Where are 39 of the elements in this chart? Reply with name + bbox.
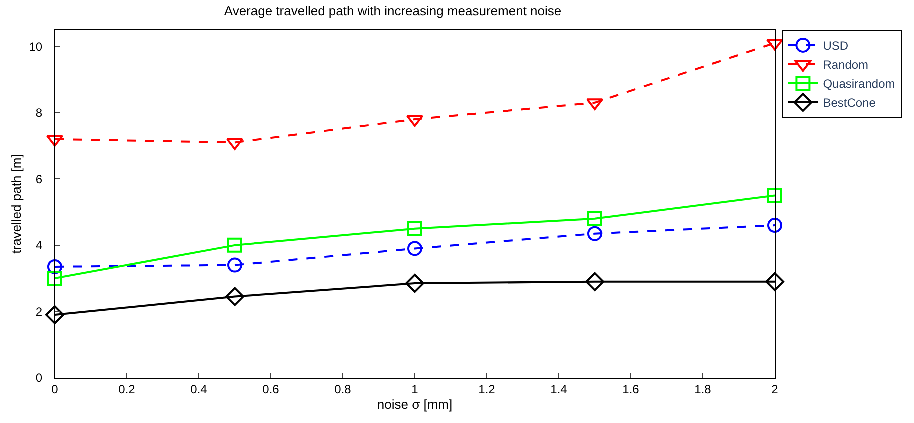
- legend-label: Random: [823, 58, 869, 72]
- point: [48, 271, 62, 286]
- x-tick-label: 1.8: [694, 382, 712, 396]
- point: [768, 188, 782, 204]
- legend-label: BestCone: [823, 96, 876, 110]
- point: [588, 211, 602, 226]
- x-tick-label: 1.4: [550, 382, 568, 396]
- point: [406, 274, 424, 293]
- point: [408, 241, 422, 256]
- chart-title: Average travelled path with increasing measurement noise: [224, 3, 562, 18]
- legend-label: Quasirandom: [823, 77, 896, 92]
- point: [46, 306, 64, 324]
- x-tick-label: 2: [772, 382, 779, 396]
- x-tick-label: 1.2: [478, 382, 496, 396]
- point: [588, 226, 602, 242]
- y-tick-label: 4: [36, 238, 43, 253]
- point: [226, 287, 244, 306]
- x-tick-label: 0.4: [190, 382, 208, 396]
- point: [768, 218, 782, 234]
- point: [586, 272, 604, 292]
- y-tick-label: 6: [36, 172, 43, 186]
- y-tick-label: 2: [36, 304, 43, 319]
- legend-label: USD: [823, 39, 849, 54]
- x-tick-label: 0: [52, 382, 59, 396]
- point: [48, 259, 62, 274]
- y-axis-title: travelled path [m]: [9, 154, 24, 254]
- point: [228, 238, 242, 253]
- point: [408, 221, 422, 236]
- point: [766, 272, 784, 292]
- x-tick-label: 1.6: [622, 382, 640, 396]
- x-tick-label: 0.2: [118, 382, 136, 396]
- x-tick-label: 0.6: [262, 382, 280, 396]
- y-tick-label: 10: [29, 40, 43, 54]
- point: [228, 258, 242, 273]
- x-tick-label: 0.8: [334, 382, 352, 396]
- y-tick-label: 8: [36, 106, 43, 120]
- x-axis-title: noise σ [mm]: [377, 397, 453, 412]
- x-tick-label: 1: [412, 382, 419, 396]
- y-tick-label: 0: [36, 371, 43, 386]
